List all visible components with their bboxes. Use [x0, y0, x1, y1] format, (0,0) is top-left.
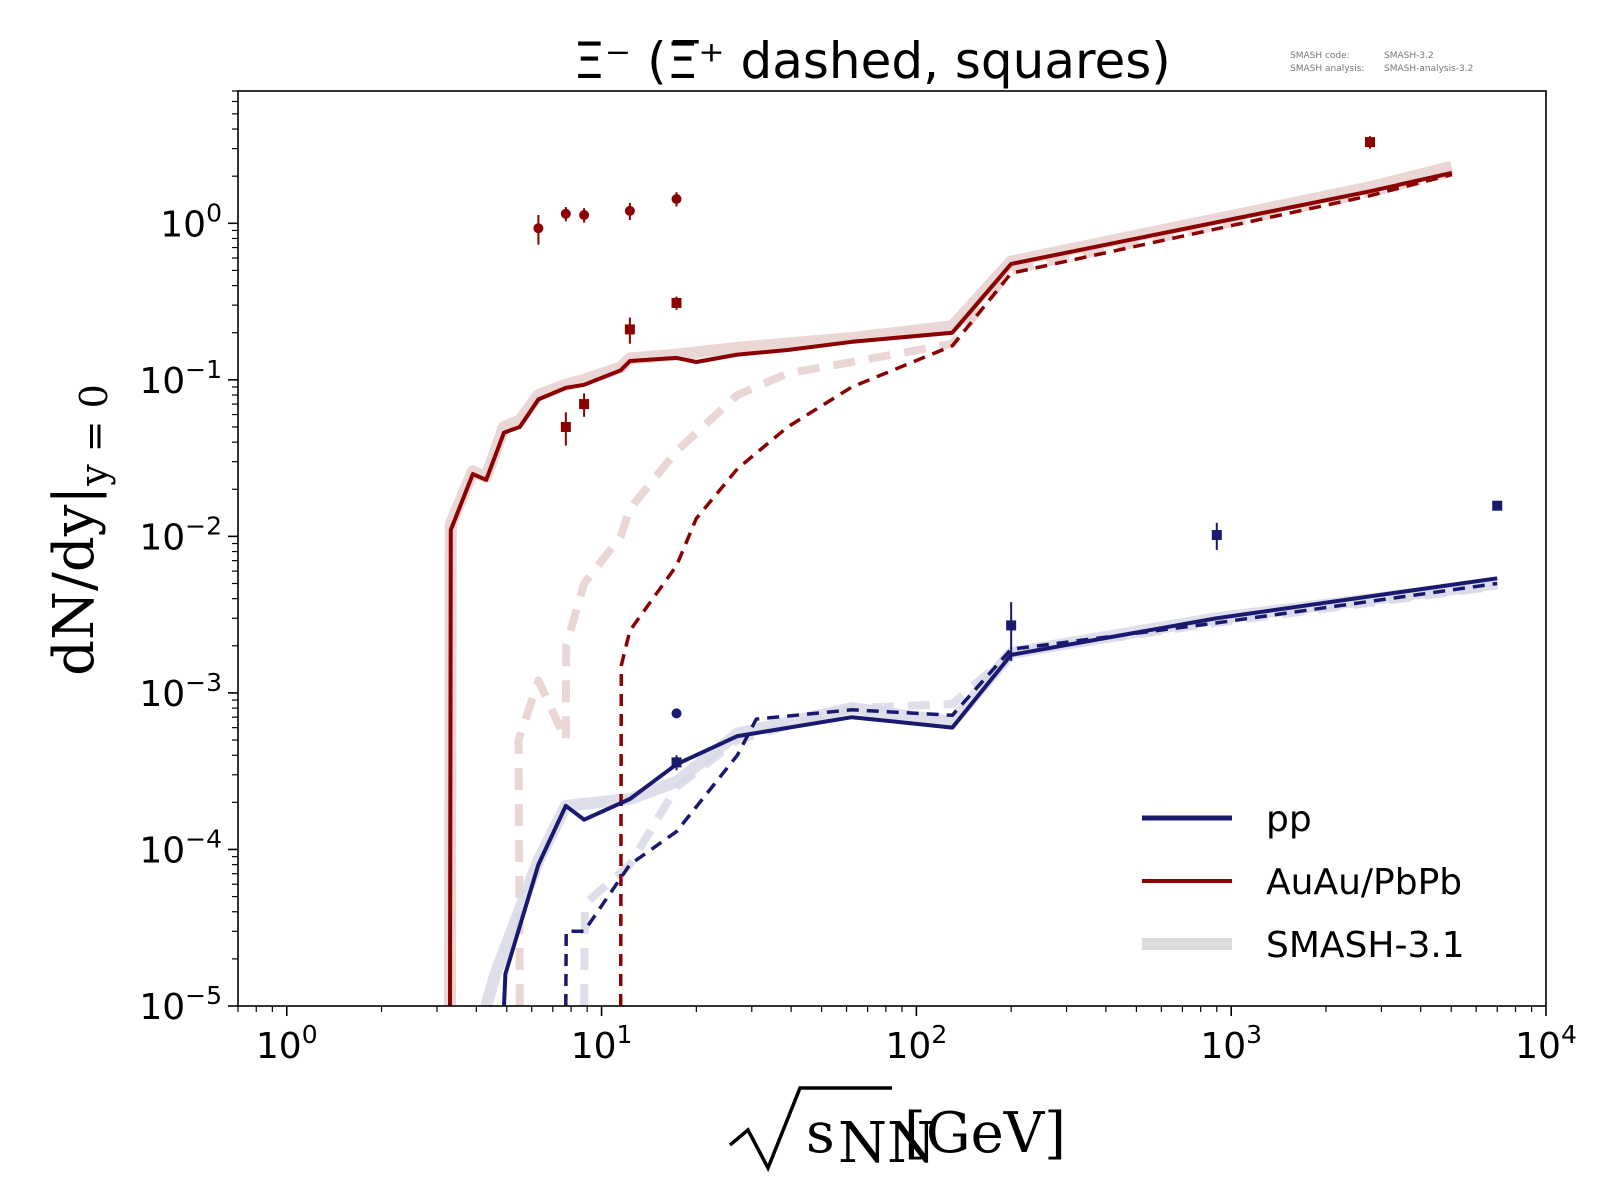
x-axis-label-sub: NN: [838, 1111, 936, 1176]
plot-area: [444, 136, 1503, 1008]
data-point-auau-circle: [533, 214, 544, 245]
series-line-pp-dashed: [564, 581, 1498, 1007]
data-point-pp-square: [671, 755, 682, 771]
legend-label: AuAu/PbPb: [1266, 862, 1462, 903]
meta-analysis-value: SMASH-analysis-3.2: [1384, 64, 1473, 74]
data-point-auau-square: [1364, 136, 1375, 149]
legend-item: pp: [1142, 799, 1312, 840]
marker-square: [579, 399, 590, 410]
marker-circle: [560, 208, 571, 219]
y-tick-label: 10−3: [139, 668, 222, 715]
data-point-layer: [533, 136, 1503, 771]
data-point-auau-circle: [624, 202, 635, 220]
legend-item: SMASH-3.1: [1142, 925, 1465, 966]
series-line-auau-ref-solid: [444, 160, 1454, 1007]
marker-circle: [533, 223, 544, 234]
x-tick-label: 101: [571, 1020, 633, 1067]
legend-item: AuAu/PbPb: [1142, 862, 1462, 903]
x-tick-label: 103: [1200, 1020, 1262, 1067]
marker-square: [1211, 530, 1222, 541]
marker-square: [560, 421, 571, 432]
marker-circle: [671, 193, 682, 204]
y-tick-label: 100: [160, 198, 222, 245]
legend: pp AuAu/PbPb SMASH-3.1: [1142, 799, 1465, 966]
chart-title: Ξ⁻ (Ξ̅⁺ dashed, squares): [573, 32, 1171, 90]
marker-square: [671, 757, 682, 768]
series-line-auau-solid: [448, 170, 1453, 1007]
legend-label: pp: [1266, 799, 1312, 840]
y-axis-label-sub: y = 0: [72, 384, 116, 487]
data-point-auau-square: [624, 317, 635, 344]
data-point-auau-circle: [560, 207, 571, 222]
smash-version-info: SMASH code: SMASH-3.2 SMASH analysis: SM…: [1290, 51, 1473, 74]
svg-text:dN/dy|y = 0: dN/dy|y = 0: [42, 384, 116, 676]
meta-code-value: SMASH-3.2: [1384, 51, 1434, 61]
data-point-auau-circle: [671, 192, 682, 207]
marker-circle: [671, 708, 682, 719]
series-line-auau-ref-dashed: [514, 169, 1453, 1007]
data-point-pp-square: [1492, 500, 1503, 511]
y-axis: 10−5 10−4 10−3 10−2 10−1 100: [139, 90, 238, 1028]
legend-label: SMASH-3.1: [1266, 925, 1465, 966]
x-axis-label: s NN [GeV]: [728, 1086, 1066, 1176]
marker-square: [1364, 137, 1375, 148]
meta-analysis-label: SMASH analysis:: [1290, 64, 1364, 74]
data-point-auau-square: [560, 412, 571, 446]
marker-square: [1006, 620, 1017, 631]
series-line-auau-dashed: [618, 172, 1453, 1007]
x-axis-label-main: s: [806, 1101, 835, 1166]
data-point-auau-circle: [579, 208, 590, 223]
x-tick-label: 104: [1515, 1020, 1577, 1067]
data-point-auau-square: [579, 393, 590, 417]
y-tick-label: 10−1: [139, 355, 222, 402]
marker-square: [1492, 500, 1503, 511]
y-tick-label: 10−5: [139, 981, 222, 1028]
y-tick-label: 10−2: [139, 511, 222, 558]
marker-square: [624, 324, 635, 335]
meta-code-label: SMASH code:: [1290, 51, 1350, 61]
x-axis-label-unit: [GeV]: [904, 1101, 1066, 1166]
y-axis-label-main: dN/dy|: [42, 486, 107, 676]
x-tick-label: 102: [886, 1020, 948, 1067]
plot-frame: [237, 90, 1547, 1007]
marker-circle: [624, 205, 635, 216]
data-point-pp-square: [1211, 522, 1222, 550]
x-tick-label: 100: [256, 1020, 318, 1067]
marker-circle: [579, 209, 590, 220]
data-point-auau-square: [671, 296, 682, 310]
x-axis: 100 101 102 103 104: [237, 1006, 1577, 1067]
data-point-pp-square: [1006, 602, 1017, 661]
marker-square: [671, 297, 682, 308]
data-point-pp-circle: [671, 708, 682, 719]
y-tick-label: 10−4: [139, 824, 222, 871]
sqrt-symbol: [728, 1086, 892, 1173]
y-axis-label: dN/dy|y = 0: [42, 384, 116, 676]
